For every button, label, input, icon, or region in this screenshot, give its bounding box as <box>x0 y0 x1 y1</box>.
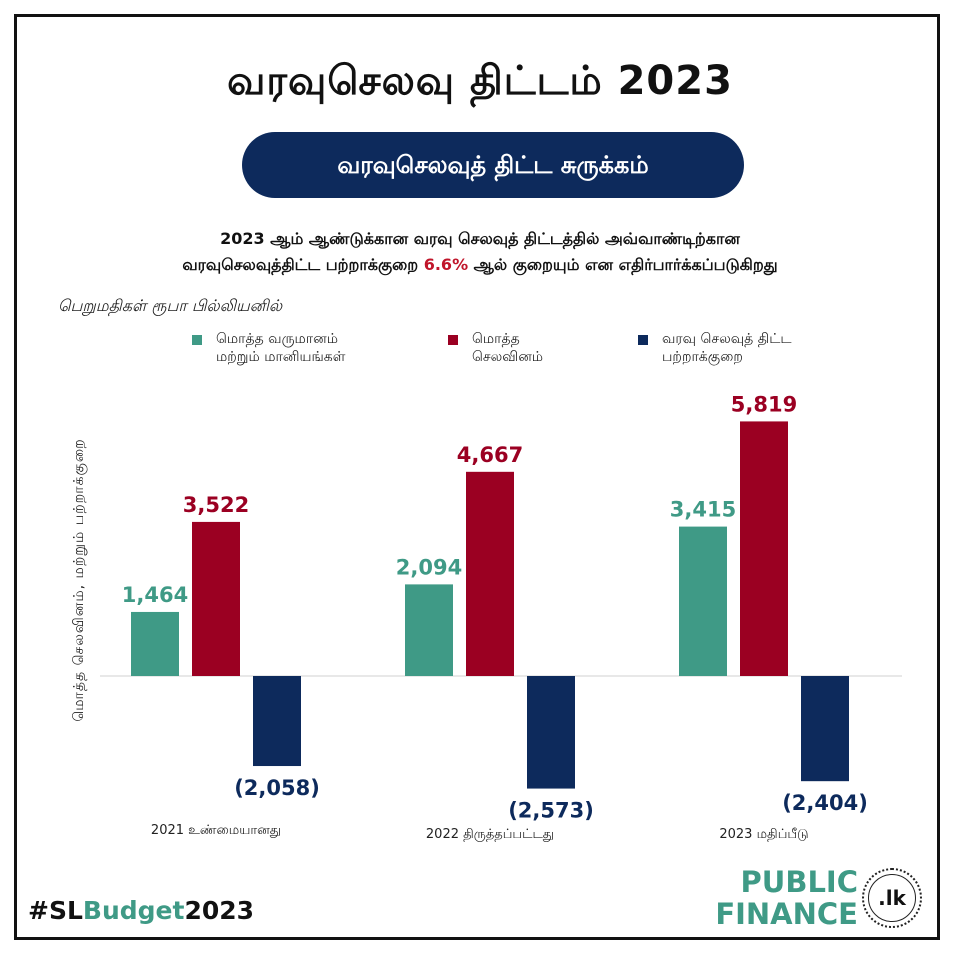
legend-label-revenue-line-2: மற்றும் மானியங்கள் <box>216 349 346 365</box>
data-label-0-2: 3,415 <box>670 498 736 522</box>
category-label-2: 2023 மதிப்பீடு <box>719 827 808 842</box>
subtitle: 2023 ஆம் ஆண்டுக்கான வரவு செலவுத் திட்டத்… <box>40 226 920 278</box>
legend-label-expenditure-line-2: செலவினம் <box>472 349 544 365</box>
data-label-0-0: 1,464 <box>122 583 188 607</box>
unit-note: பெறுமதிகள் ரூபா பில்லியனில் <box>58 296 283 315</box>
legend-label-expenditure-line-1: மொத்த <box>472 331 520 347</box>
legend-label-revenue: மொத்த வருமானம் மற்றும் மானியங்கள் <box>216 330 345 366</box>
logo-line-finance: FINANCE <box>715 897 858 931</box>
hashtag-year: 2023 <box>184 896 255 925</box>
subtitle-line-2-end: ஆல் குறையும் என எதிர்பார்க்கப்படுகிறது <box>468 255 778 274</box>
data-label-2-0: (2,058) <box>234 776 320 800</box>
hashtag-prefix: #SL <box>28 896 83 925</box>
data-label-2-2: (2,404) <box>782 791 868 815</box>
legend-swatch-expenditure <box>448 335 458 345</box>
data-label-2-1: (2,573) <box>508 799 594 823</box>
bar-1-0 <box>192 521 240 676</box>
legend-label-deficit: வரவு செலவுத் திட்ட பற்றாக்குறை <box>662 330 791 366</box>
legend-swatch-deficit <box>638 335 648 345</box>
bar-2-1 <box>527 676 575 789</box>
bar-2-0 <box>253 676 301 767</box>
logo-seal-text: .lk <box>868 874 916 922</box>
section-pill: வரவுசெலவுத் திட்ட சுருக்கம் <box>242 132 744 198</box>
legend-swatch-revenue <box>192 335 202 345</box>
data-label-1-1: 4,667 <box>457 443 523 467</box>
subtitle-line-2-start: வரவுசெலவுத்திட்ட பற்றாக்குறை <box>182 255 424 274</box>
bar-2-2 <box>801 676 849 782</box>
data-label-0-1: 2,094 <box>396 555 462 579</box>
hashtag: #SLBudget2023 <box>28 896 254 925</box>
category-label-0: 2021 உண்மையானது <box>151 823 281 838</box>
legend-item-revenue: மொத்த வருமானம் மற்றும் மானியங்கள் <box>192 330 345 366</box>
logo-seal-icon: .lk <box>862 868 922 928</box>
deficit-reduction-highlight: 6.6% <box>423 255 469 274</box>
hashtag-budget: Budget <box>82 896 185 925</box>
publicfinance-logo-text: PUBLIC FINANCE <box>708 866 858 930</box>
bar-1-1 <box>466 471 514 676</box>
page-title: வரவுசெலவு திட்டம் 2023 <box>227 58 733 104</box>
logo-line-public: PUBLIC <box>740 865 858 899</box>
legend-label-revenue-line-1: மொத்த வருமானம் <box>216 331 338 347</box>
bar-0-1 <box>405 584 453 676</box>
bar-1-2 <box>740 421 788 676</box>
legend-item-expenditure: மொத்த செலவினம் <box>448 330 543 366</box>
legend-label-expenditure: மொத்த செலவினம் <box>472 330 543 366</box>
legend-item-deficit: வரவு செலவுத் திட்ட பற்றாக்குறை <box>638 330 791 366</box>
bar-0-2 <box>679 526 727 676</box>
bar-0-0 <box>131 611 179 676</box>
outer-frame <box>14 14 940 940</box>
legend-label-deficit-line-1: வரவு செலவுத் திட்ட <box>662 331 792 347</box>
subtitle-line-1: 2023 ஆம் ஆண்டுக்கான வரவு செலவுத் திட்டத்… <box>220 229 740 248</box>
subtitle-line-2: வரவுசெலவுத்திட்ட பற்றாக்குறை 6.6% ஆல் கு… <box>40 252 920 278</box>
data-label-1-2: 5,819 <box>731 392 797 416</box>
data-label-1-0: 3,522 <box>183 493 249 517</box>
legend-label-deficit-line-2: பற்றாக்குறை <box>662 349 743 365</box>
category-label-1: 2022 திருத்தப்பட்டது <box>426 827 554 842</box>
